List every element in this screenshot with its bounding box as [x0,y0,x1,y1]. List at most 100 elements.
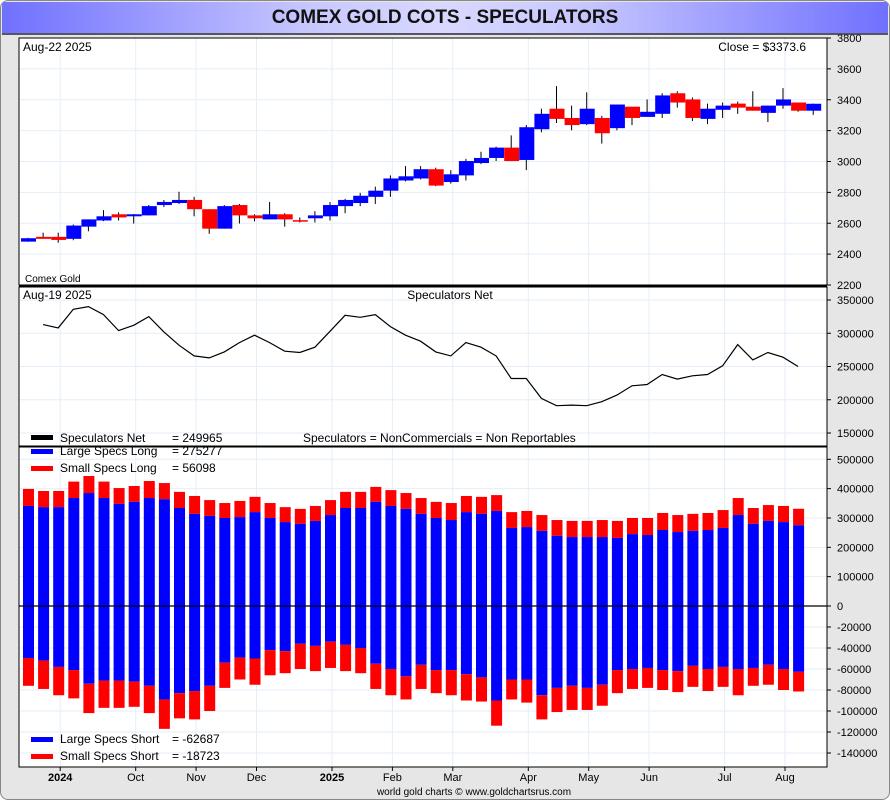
x-tick-label: May [578,772,599,784]
small-short-bar [732,669,744,696]
large-long-bar [400,508,412,606]
candle-down [504,147,520,162]
large-short-bar [611,606,623,671]
net-legend-value: = 249965 [172,431,223,445]
small-long-bar [596,520,608,538]
large-short-bar [53,606,65,667]
small-long-bar [642,517,654,535]
position-tick-label: -60000 [837,664,871,676]
large-long-bar [762,520,774,606]
large-long-bar [204,515,216,606]
large-short-bar [309,606,321,646]
small-short-bar [762,664,774,685]
position-tick-label: -40000 [837,643,871,655]
large-long-bar [158,499,170,606]
small-short-bar [279,651,291,674]
large-long-bar [536,530,548,606]
position-legend-swatch [31,466,53,471]
candle-up [307,215,323,219]
small-short-bar [38,660,50,689]
small-long-bar [53,490,65,508]
small-long-bar [657,512,669,531]
large-long-bar [83,493,95,606]
large-long-bar [23,505,34,606]
small-long-bar [113,488,125,504]
net-tick-label: 250000 [837,362,874,374]
small-long-bar [355,491,367,509]
small-short-bar [294,643,306,669]
small-long-bar [325,500,336,516]
large-short-bar [732,606,744,669]
small-short-bar [340,644,352,672]
x-tick-label: Aug [775,772,795,784]
small-long-bar [385,490,397,506]
candle-up [776,99,791,106]
small-long-bar [279,507,291,523]
position-legend-label: Small Specs Short [60,749,159,763]
large-short-bar [385,606,397,669]
large-long-bar [249,512,261,606]
candle-down [277,214,293,220]
large-long-bar [521,527,533,606]
small-short-bar [747,667,759,686]
large-long-bar [506,527,518,606]
large-long-bar [551,535,563,606]
large-short-bar [355,606,367,648]
large-short-bar [174,606,185,694]
small-long-bar [762,505,774,521]
candle-down [51,236,67,240]
candle-up [458,161,474,176]
large-long-bar [430,517,442,606]
position-tick-label: -100000 [837,706,877,718]
large-short-bar [657,606,669,671]
net-tick-label: 300000 [837,328,874,340]
candle-up [413,169,429,179]
small-long-bar [143,481,155,499]
small-short-bar [596,684,608,706]
large-short-bar [249,606,261,659]
price-tick-label: 2200 [837,280,861,292]
small-short-bar [400,676,412,700]
large-long-bar [445,520,457,606]
net-tick-label: 350000 [837,295,874,307]
candle-up [156,201,172,206]
large-short-bar [445,606,457,671]
large-short-bar [551,606,563,688]
net-tick-label: 200000 [837,395,874,407]
candle-up [338,199,354,207]
small-short-bar [325,641,336,668]
large-long-bar [672,532,684,606]
large-long-bar [325,515,336,606]
large-long-bar [491,510,503,606]
position-tick-label: -80000 [837,685,871,697]
x-tick-label: Mar [443,772,462,784]
small-long-bar [189,495,201,514]
large-short-bar [460,606,472,675]
position-tick-label: -120000 [837,727,877,739]
large-long-bar [309,520,321,606]
net-legend-swatch [31,435,53,440]
candle-down [791,102,807,111]
small-long-bar [234,500,246,518]
small-long-bar [702,512,714,531]
large-short-bar [687,606,699,666]
small-long-bar [370,486,382,502]
price-tick-label: 3800 [837,33,861,45]
net-date-label: Aug-19 2025 [23,288,92,302]
small-long-bar [158,483,170,500]
large-short-bar [113,606,125,681]
small-long-bar [98,481,110,499]
candle-up [760,105,776,113]
large-short-bar [521,606,533,680]
large-long-bar [460,512,472,606]
candle-up [383,178,399,191]
small-short-bar [53,666,65,696]
candle-up [217,206,233,229]
small-long-bar [445,503,457,521]
large-long-bar [702,530,714,606]
position-tick-label: -20000 [837,622,871,634]
small-long-bar [249,496,261,513]
large-short-bar [204,606,216,686]
large-short-bar [264,606,276,651]
small-long-bar [672,515,684,533]
